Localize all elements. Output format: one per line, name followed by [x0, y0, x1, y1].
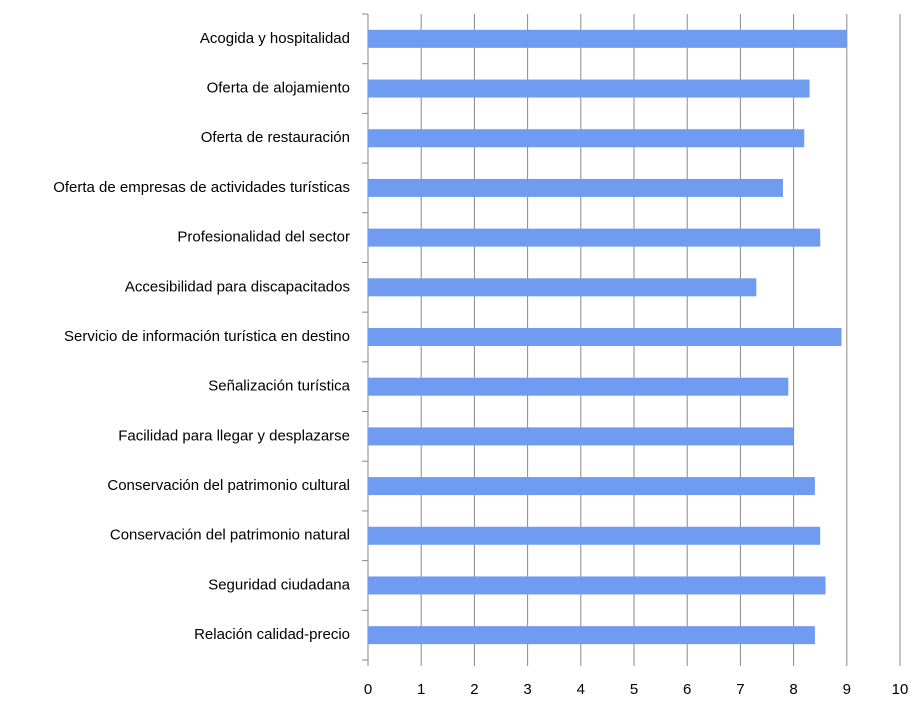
bar [368, 328, 842, 346]
y-tick-label: Acogida y hospitalidad [200, 30, 350, 47]
bar [368, 626, 815, 645]
y-tick-label: Facilidad para llegar y desplazarse [118, 427, 350, 444]
bar [368, 129, 805, 148]
x-tick-label: 9 [843, 681, 851, 698]
y-tick-label: Señalización turística [208, 378, 350, 395]
y-tick-label: Conservación del patrimonio cultural [107, 477, 350, 494]
y-tick-label: Profesionalidad del sector [177, 229, 350, 246]
bar [368, 477, 815, 496]
y-tick-label: Relación calidad-precio [194, 626, 350, 643]
x-tick-label: 5 [630, 681, 638, 698]
y-tick-label: Accesibilidad para discapacitados [125, 278, 350, 295]
x-tick-label: 1 [417, 681, 425, 698]
y-tick-label: Seguridad ciudadana [208, 576, 350, 593]
bar [368, 278, 757, 297]
x-tick-label: 7 [736, 681, 744, 698]
bar [368, 228, 821, 247]
bar [368, 29, 847, 48]
y-tick-label: Oferta de empresas de actividades turíst… [53, 179, 350, 196]
x-tick-label: 2 [470, 681, 478, 698]
bar [368, 526, 821, 545]
x-tick-label: 4 [577, 681, 585, 698]
bar [368, 178, 783, 197]
x-tick-label: 3 [523, 681, 531, 698]
x-tick-label: 8 [789, 681, 797, 698]
bar [368, 576, 826, 595]
y-tick-label: Oferta de restauración [201, 129, 350, 146]
bar [368, 377, 789, 396]
bar [368, 79, 810, 98]
x-tick-label: 6 [683, 681, 691, 698]
y-tick-label: Conservación del patrimonio natural [110, 527, 350, 544]
bar [368, 427, 794, 446]
y-tick-label: Oferta de alojamiento [207, 80, 350, 97]
x-tick-label: 0 [364, 681, 372, 698]
y-tick-label: Servicio de información turística en des… [64, 328, 350, 345]
x-tick-label: 10 [892, 681, 909, 698]
